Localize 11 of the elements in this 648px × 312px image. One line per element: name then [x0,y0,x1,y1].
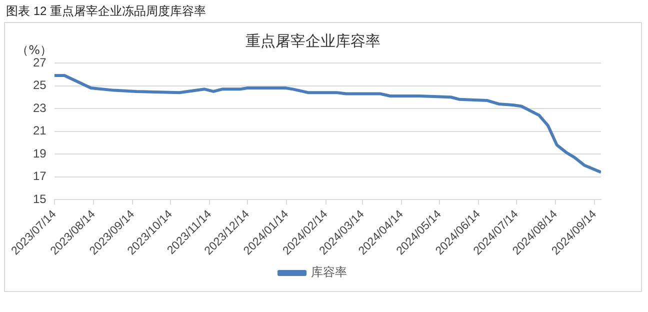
y-tick-label: 21 [32,124,47,138]
chart-title: 重点屠宰企业库容率 [246,32,380,50]
y-tick-label: 25 [32,78,47,92]
y-tick-label: 23 [32,100,47,115]
y-tick-label: 15 [32,192,47,206]
y-axis-title: （%） [16,43,52,58]
y-tick-label: 19 [32,146,47,160]
legend-label: 库容率 [311,265,347,280]
text: 图表 12 重点屠宰企业冻品周度库容率 [6,3,206,20]
y-tick-label: 17 [32,169,47,184]
y-tick-label: 27 [32,55,47,70]
